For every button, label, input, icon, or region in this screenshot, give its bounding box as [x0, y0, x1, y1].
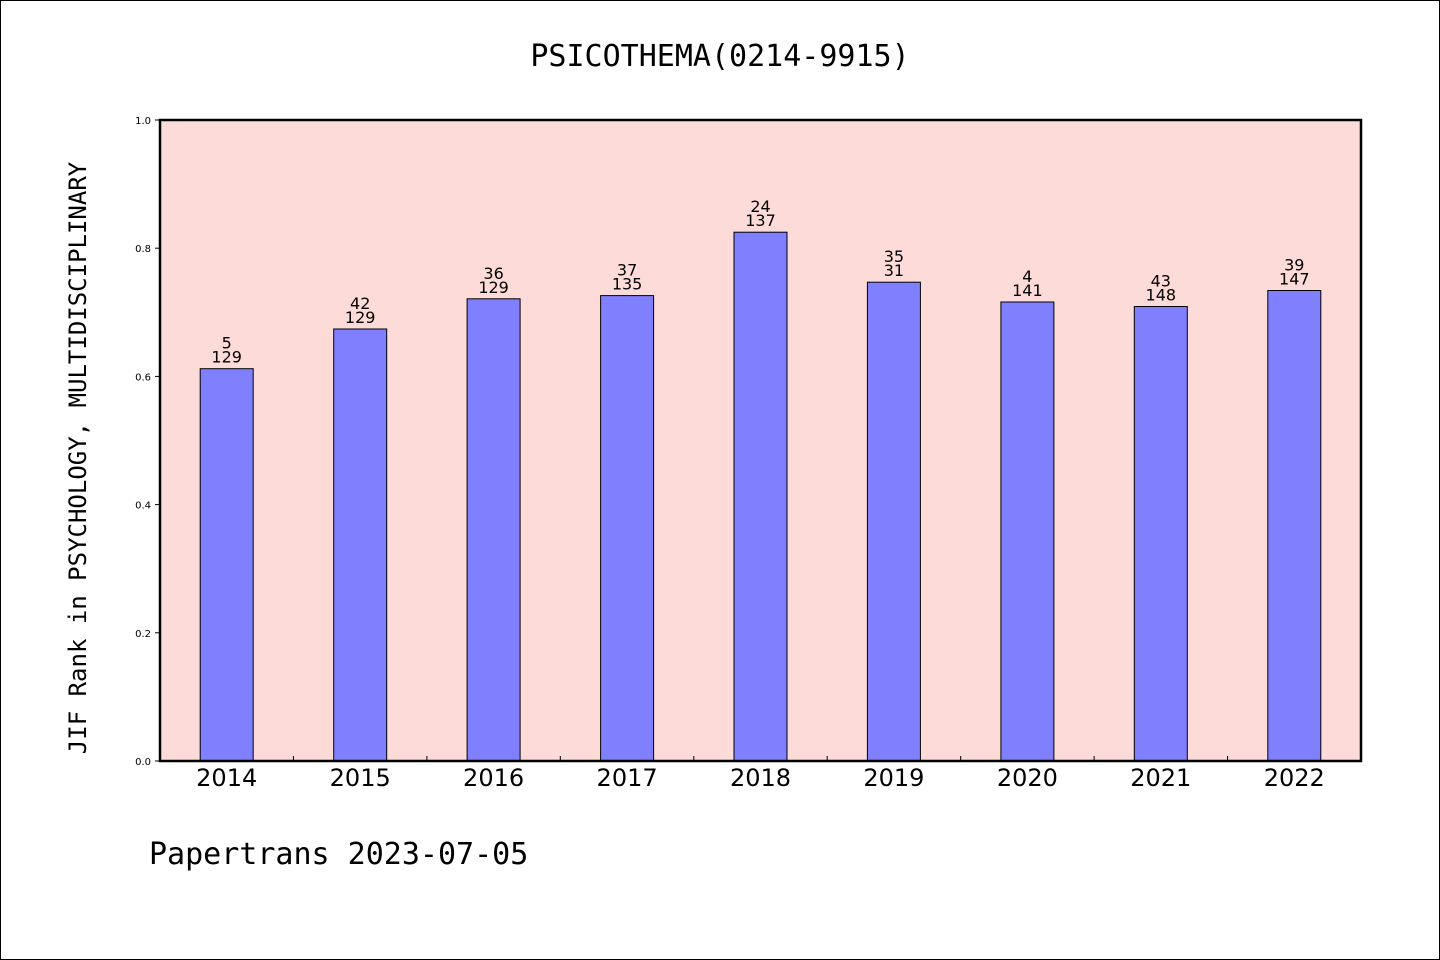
- bar-2022: [1267, 290, 1322, 762]
- y-axis-label: JIF Rank in PSYCHOLOGY, MULTIDISCIPLINAR…: [64, 161, 92, 754]
- bar-2017: [600, 295, 655, 762]
- x-tick-label: 2015: [330, 764, 391, 792]
- x-tick-label: 2014: [196, 764, 257, 792]
- bar-2016: [466, 298, 521, 762]
- bar-total-label: 31: [884, 261, 904, 280]
- x-tick-label: 2019: [863, 764, 924, 792]
- y-tick-label: 0.8: [135, 244, 151, 255]
- bar-total-label: 129: [478, 278, 509, 297]
- x-tick-label: 2016: [463, 764, 524, 792]
- bar-rank-label: 37: [617, 261, 637, 280]
- bar-2020: [1000, 301, 1055, 762]
- footer-text: Papertrans 2023-07-05: [149, 837, 528, 872]
- bar-2014: [199, 368, 254, 762]
- x-tick-label: 2021: [1130, 764, 1191, 792]
- bar-rank-label: 4: [1022, 267, 1032, 286]
- y-tick-label: 0.6: [135, 372, 151, 383]
- bar-total-label: 135: [612, 275, 643, 294]
- plot-border: [158, 118, 1363, 763]
- x-tick-label: 2020: [997, 764, 1058, 792]
- bar-rank-label: 39: [1284, 256, 1304, 275]
- bar-total-label: 129: [211, 348, 242, 367]
- bar-total-label: 141: [1012, 281, 1043, 300]
- x-tick-label: 2022: [1264, 764, 1325, 792]
- bar-rank-label: 43: [1151, 272, 1171, 291]
- labels-layer: 5129201442129201536129201637135201724137…: [135, 116, 1325, 792]
- bar-total-label: 148: [1146, 286, 1177, 305]
- bar-2015: [333, 328, 388, 762]
- bar-rank-label: 36: [483, 264, 503, 283]
- bars-layer: [199, 231, 1322, 762]
- bar-total-label: 147: [1279, 270, 1310, 289]
- y-tick-label: 0.4: [135, 501, 151, 512]
- chart-title: PSICOTHEMA(0214-9915): [530, 39, 909, 74]
- bar-rank-label: 42: [350, 294, 370, 313]
- x-tick-label: 2017: [597, 764, 658, 792]
- bar-total-label: 137: [745, 211, 776, 230]
- x-tick-label: 2018: [730, 764, 791, 792]
- bar-rank-label: 24: [750, 197, 770, 216]
- bar-rank-label: 5: [222, 334, 232, 353]
- y-tick-label: 1.0: [135, 116, 151, 127]
- y-tick-label: 0.2: [135, 629, 151, 640]
- bar-2021: [1133, 306, 1188, 762]
- bar-rank-label: 35: [884, 247, 904, 266]
- bar-2018: [733, 231, 788, 762]
- bar-total-label: 129: [345, 308, 376, 327]
- y-tick-label: 0.0: [135, 757, 151, 768]
- bar-2019: [866, 281, 921, 762]
